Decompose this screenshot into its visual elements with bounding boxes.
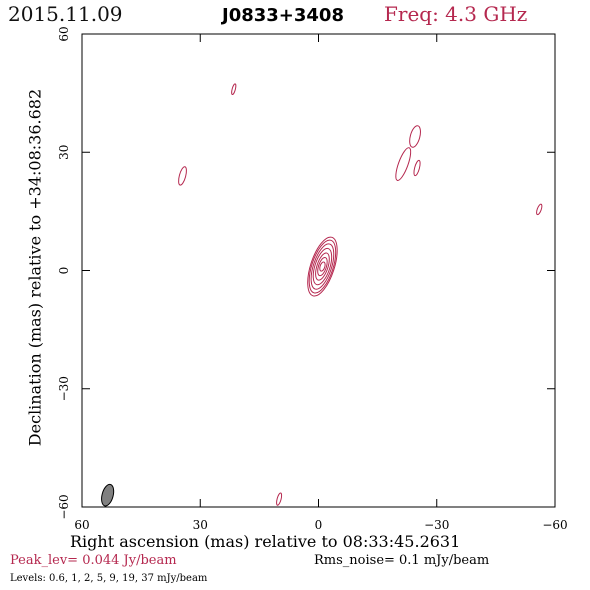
contour-lines xyxy=(178,83,543,506)
plot-frame xyxy=(81,33,556,508)
weak-contour xyxy=(413,159,421,177)
weak-contour xyxy=(409,125,421,148)
y-tick-label: −60 xyxy=(57,494,71,519)
x-tick-label: −60 xyxy=(542,518,567,532)
weak-contour xyxy=(231,83,237,96)
y-tick-label: 0 xyxy=(57,267,71,275)
core-contour xyxy=(319,261,326,272)
weak-contour xyxy=(276,492,283,506)
weak-contour xyxy=(178,166,187,186)
x-tick-label: 30 xyxy=(193,518,208,532)
weak-contour xyxy=(536,203,543,216)
core-contour xyxy=(308,239,337,294)
core-contour xyxy=(312,247,333,286)
source-name: J0833+3408 xyxy=(222,5,344,26)
y-tick-label: 30 xyxy=(57,145,71,160)
y-tick-label: −30 xyxy=(57,376,71,401)
x-tick-label: −30 xyxy=(424,518,449,532)
restoring-beam xyxy=(101,483,115,507)
y-tick-label: 60 xyxy=(57,26,71,41)
epoch-date: 2015.11.09 xyxy=(8,2,123,26)
core-contour xyxy=(310,243,335,290)
beam-ellipse xyxy=(101,483,115,507)
weak-contour xyxy=(395,147,412,181)
axis-tick-labels: 60 30 0 −30 −60 −60 −30 0 30 60 xyxy=(57,26,568,532)
x-tick-label: 60 xyxy=(74,518,89,532)
axis-ticks xyxy=(81,33,556,508)
peak-level: Peak_lev= 0.044 Jy/beam xyxy=(10,553,177,568)
core-contour xyxy=(315,252,330,281)
rms-noise: Rms_noise= 0.1 mJy/beam xyxy=(314,553,490,568)
x-tick-label: 0 xyxy=(315,518,323,532)
core-contour xyxy=(307,236,338,297)
x-axis-label: Right ascension (mas) relative to 08:33:… xyxy=(70,532,461,551)
contour-levels: Levels: 0.6, 1, 2, 5, 9, 19, 37 mJy/beam xyxy=(10,573,208,584)
y-axis-label: Declination (mas) relative to +34:08:36.… xyxy=(25,88,45,447)
frequency-label: Freq: 4.3 GHz xyxy=(384,2,528,26)
core-contour xyxy=(317,256,328,277)
